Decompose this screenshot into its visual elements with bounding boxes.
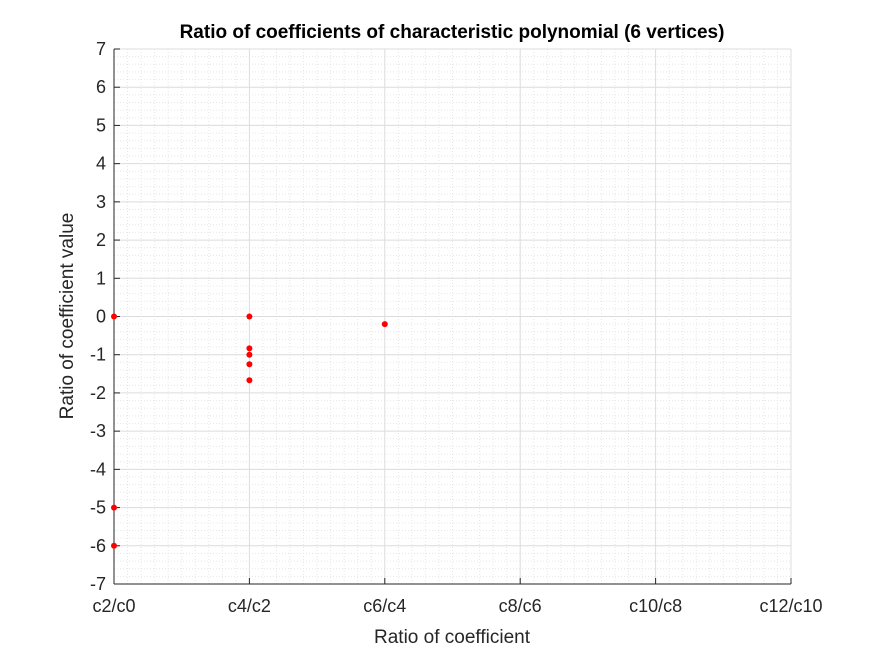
y-tick-label: -5: [90, 498, 106, 518]
chart-title: Ratio of coefficients of characteristic …: [180, 22, 725, 43]
x-tick-label: c12/c10: [759, 596, 822, 616]
y-tick-label: 5: [96, 115, 106, 135]
y-tick-label: -2: [90, 383, 106, 403]
y-tick-label: 3: [96, 192, 106, 212]
y-tick-label: -6: [90, 536, 106, 556]
data-point: [111, 313, 117, 320]
data-point: [111, 542, 117, 549]
x-tick-label: c10/c8: [629, 596, 682, 616]
data-point: [246, 313, 253, 320]
grid: [113, 48, 792, 585]
y-axis-label: Ratio of coefficient value: [57, 213, 78, 420]
tick-labels: c2/c0 c4/c2 c6/c4 c8/c6 c10/c8 c12/c10 -7 -6 -5 -…: [90, 39, 823, 616]
y-tick-label: 2: [96, 230, 106, 250]
y-tick-label: 1: [96, 268, 106, 288]
data-point: [111, 504, 117, 511]
data-point: [246, 351, 253, 358]
data-point: [246, 345, 253, 352]
y-tick-label: -1: [90, 345, 106, 365]
x-tick-label: c2/c0: [92, 596, 135, 616]
data-points: [111, 313, 388, 549]
data-point: [246, 361, 253, 368]
x-tick-label: c6/c4: [363, 596, 406, 616]
y-tick-label: 4: [96, 154, 106, 174]
data-point: [381, 321, 388, 328]
y-tick-label: -4: [90, 459, 106, 479]
y-tick-label: -7: [90, 574, 106, 594]
data-point: [246, 377, 253, 384]
y-tick-label: -3: [90, 421, 106, 441]
y-tick-label: 0: [96, 307, 106, 327]
y-tick-label: 6: [96, 77, 106, 97]
x-tick-label: c4/c2: [228, 596, 271, 616]
x-axis-label: Ratio of coefficient: [374, 627, 531, 648]
x-tick-label: c8/c6: [499, 596, 542, 616]
y-tick-label: 7: [96, 39, 106, 59]
